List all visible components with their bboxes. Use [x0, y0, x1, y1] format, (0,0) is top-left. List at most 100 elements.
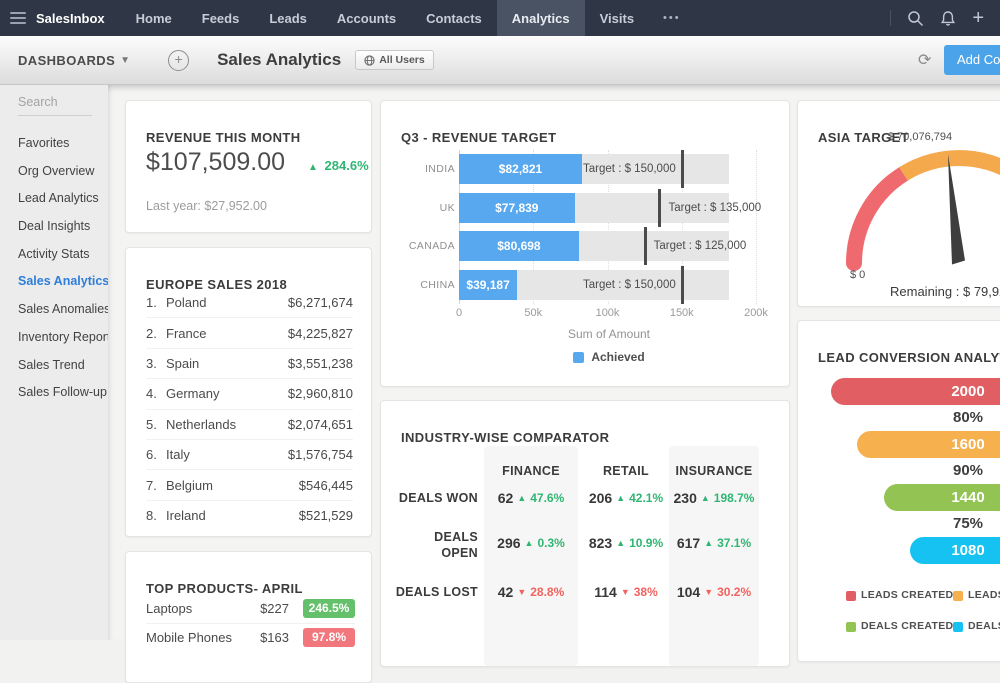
sidebar-item-org-overview[interactable]: Org Overview [18, 163, 95, 178]
europe-sales-row: 6. Italy $1,576,754 [146, 440, 353, 471]
nav-tab-visits[interactable]: Visits [599, 10, 635, 26]
sidebar-item-lead-analytics[interactable]: Lead Analytics [18, 191, 99, 206]
legend-swatch [846, 622, 856, 632]
funnel-stage-bar[interactable] [831, 378, 1000, 405]
revenue-last-year: Last year: $27,952.00 [146, 199, 267, 213]
row-country: France [166, 325, 207, 341]
row-country: Italy [166, 447, 190, 463]
nav-tab-accounts[interactable]: Accounts [336, 10, 397, 26]
card-title: TOP PRODUCTS- APRIL [146, 581, 303, 596]
funnel-stage-bar[interactable] [910, 537, 1000, 564]
funnel-stage-value: 2000 [951, 383, 985, 400]
sidebar-item-sales-analytics[interactable]: Sales Analytics [18, 274, 108, 289]
arrow-down-icon: ▼ [620, 587, 630, 597]
row-rank: 2. [146, 325, 157, 341]
row-amount: $4,225,827 [287, 325, 353, 341]
conversion-rate-label: 80% [952, 409, 984, 426]
column-header-insurance: INSURANCE [675, 464, 753, 478]
row-amount: $3,551,238 [287, 355, 353, 371]
nav-tab-leads[interactable]: Leads [269, 10, 307, 26]
category-label: INDIA [424, 163, 455, 175]
brand-salesinbox[interactable]: SalesInbox [36, 10, 105, 26]
arrow-up-icon: ▲ [616, 538, 626, 548]
target-label: Target : $ 150,000 [583, 278, 676, 291]
card-title: ASIA TARGET [818, 130, 910, 145]
all-users-badge[interactable]: All Users [355, 50, 434, 70]
product-name: Mobile Phones [146, 630, 232, 646]
legend-swatch [953, 591, 963, 601]
add-icon[interactable]: + [972, 7, 984, 29]
arrow-up-icon: ▲ [700, 493, 710, 503]
funnel-stage-value: 1600 [951, 436, 985, 453]
funnel-stage-bar[interactable] [884, 484, 1000, 511]
sidebar-item-activity-stats[interactable]: Activity Stats [18, 246, 90, 261]
sidebar-search-input[interactable] [18, 93, 92, 116]
search-icon[interactable] [907, 10, 924, 27]
row-country: Germany [166, 386, 220, 402]
refresh-icon[interactable]: ⟳ [918, 52, 932, 69]
category-label: CANADA [408, 240, 455, 252]
chart-legend: Achieved [459, 350, 759, 364]
gridline [533, 150, 535, 304]
metric-cell: 104 ▼ 30.2% [676, 584, 752, 600]
arrow-down-icon: ▼ [517, 587, 527, 597]
top-product-row: Laptops $227 246.5% [146, 594, 355, 624]
target-marker [658, 188, 662, 227]
x-axis-label: Sum of Amount [567, 327, 651, 341]
funnel-stage-bar[interactable] [857, 431, 1000, 458]
achieved-bar[interactable]: $77,839 [459, 192, 575, 223]
metric-cell: 114 ▼ 38% [594, 584, 658, 600]
row-rank: 6. [146, 447, 157, 463]
bell-icon[interactable] [940, 10, 956, 27]
achieved-bar[interactable]: $80,698 [459, 231, 579, 261]
row-rank: 8. [146, 507, 157, 523]
gauge-min-label: $ 0 [850, 269, 866, 281]
card-title: EUROPE SALES 2018 [146, 277, 288, 292]
arrow-up-icon: ▲ [517, 493, 527, 503]
arrow-down-icon: ▼ [704, 587, 714, 597]
gauge-remaining-label: Remaining : $ 79,923 [890, 284, 1000, 299]
card-top-products: TOP PRODUCTS- APRIL Laptops $227 246.5% Mob… [125, 551, 372, 683]
sidebar-item-favorites[interactable]: Favorites [18, 136, 70, 150]
product-value: $227 [260, 600, 289, 616]
nav-tab-analytics[interactable]: Analytics [496, 0, 585, 36]
nav-tab-feeds[interactable]: Feeds [201, 10, 240, 26]
dashboards-dropdown[interactable]: DASHBOARDS [18, 52, 116, 68]
achieved-bar[interactable]: $82,821 [459, 154, 582, 184]
achieved-bar[interactable]: $39,187 [459, 269, 518, 300]
axis-tick: 0 [455, 307, 463, 319]
sidebar-item-inventory-reports[interactable]: Inventory Reports [18, 329, 108, 344]
target-marker [680, 150, 684, 188]
target-label: Target : $ 125,000 [653, 240, 747, 252]
sidebar-item-sales-trend[interactable]: Sales Trend [18, 357, 85, 372]
row-amount: $521,529 [298, 507, 353, 523]
card-title: INDUSTRY-WISE COMPARATOR [401, 430, 610, 445]
row-amount: $6,271,674 [287, 295, 353, 311]
sidebar-item-sales-anomalies[interactable]: Sales Anomalies [18, 302, 108, 317]
europe-sales-row: 4. Germany $2,960,810 [146, 379, 353, 410]
column-header-retail: RETAIL [602, 464, 649, 478]
sidebar-item-sales-follow-up-t[interactable]: Sales Follow-up T [18, 385, 108, 400]
column-header-finance: FINANCE [502, 464, 560, 478]
row-amount: $2,074,651 [287, 416, 353, 432]
more-menu[interactable]: ••• [663, 12, 681, 24]
nav-tab-contacts[interactable]: Contacts [426, 10, 482, 26]
product-name: Laptops [146, 600, 193, 616]
card-europe-sales: EUROPE SALES 2018 1. Poland $6,271,674 2. Fr… [125, 247, 372, 537]
sidebar-item-deal-insights[interactable]: Deal Insights [18, 219, 91, 234]
add-dashboard-icon[interactable]: + [168, 49, 190, 71]
row-label-deals-lost: DEALS LOST [395, 585, 478, 599]
metric-cell: 823 ▲ 10.9% [588, 535, 664, 551]
funnel-stage-value: 1080 [951, 542, 985, 559]
axis-tick: 150k [669, 307, 694, 319]
product-change-badge: 246.5% [303, 598, 355, 618]
revenue-change: ▲ 284.6% [308, 158, 369, 173]
funnel-stage-value: 1440 [951, 489, 985, 506]
row-amount: $546,445 [298, 477, 353, 493]
axis-tick: 50k [524, 307, 543, 319]
card-asia-target: ASIA TARGET $ 70,076,794 $ 0 Remaining :… [797, 100, 1000, 307]
add-component-button[interactable]: Add Com [944, 45, 1000, 75]
product-change-badge: 97.8% [303, 628, 355, 648]
nav-tab-home[interactable]: Home [135, 10, 172, 26]
hamburger-menu-icon[interactable] [10, 0, 26, 36]
